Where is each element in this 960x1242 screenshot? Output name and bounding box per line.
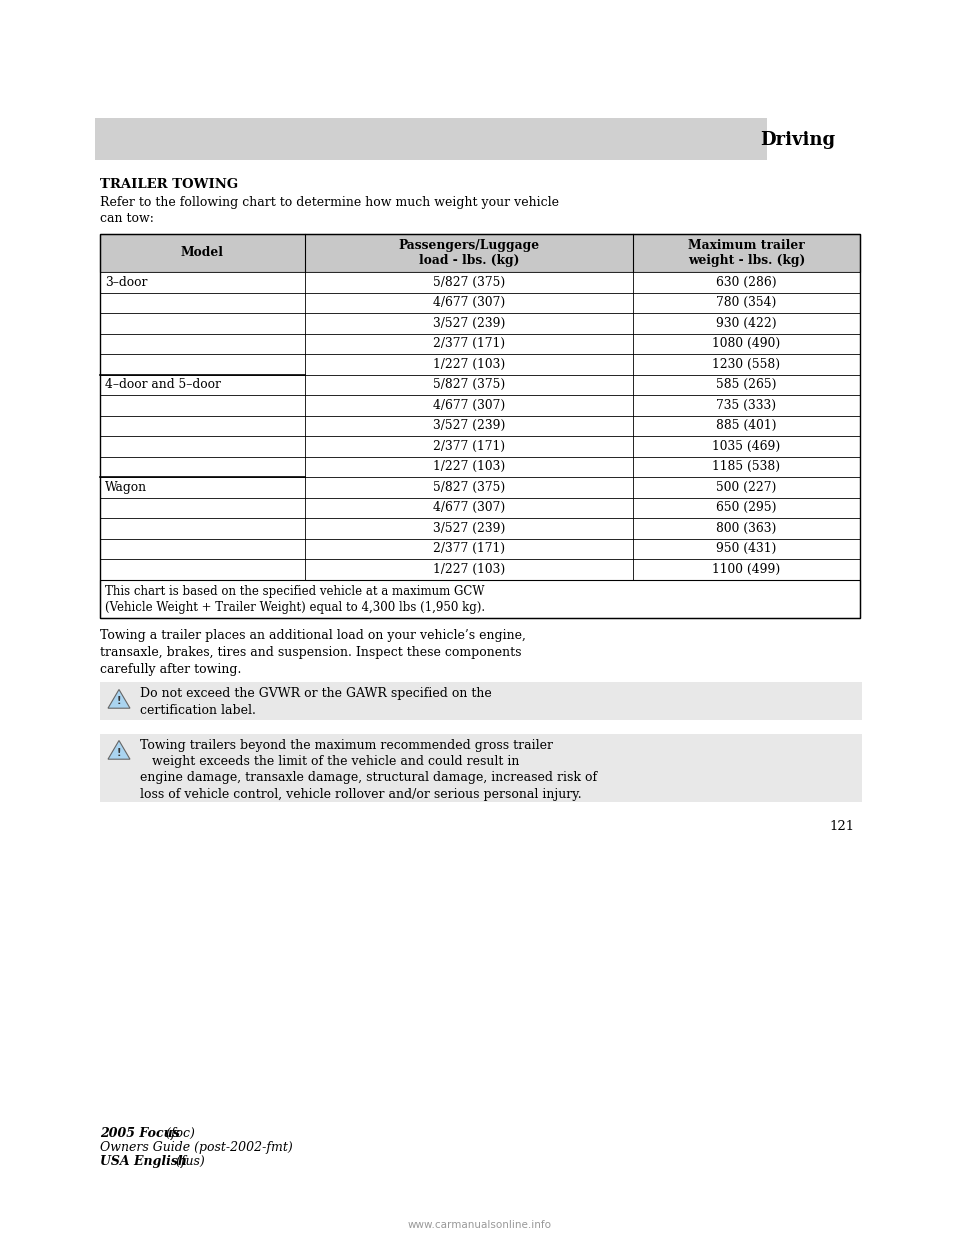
Bar	[100, 375, 860, 395]
Text: Towing a trailer places an additional load on your vehicle’s engine,
transaxle, : Towing a trailer places an additional lo…	[100, 630, 526, 676]
Text: 735 (333): 735 (333)	[716, 399, 777, 412]
Text: 2/377 (171): 2/377 (171)	[433, 440, 505, 453]
Bar	[100, 293, 860, 313]
Bar	[100, 580, 860, 617]
Text: 1/227 (103): 1/227 (103)	[433, 563, 505, 576]
Bar	[100, 436, 860, 457]
Text: Driving: Driving	[760, 130, 835, 149]
Bar	[100, 233, 860, 272]
Bar	[100, 539, 860, 559]
Bar	[100, 334, 860, 354]
Text: Maximum trailer
weight - lbs. (kg): Maximum trailer weight - lbs. (kg)	[688, 238, 805, 267]
Polygon shape	[108, 740, 130, 759]
Text: 800 (363): 800 (363)	[716, 522, 777, 535]
Text: 2005 Focus: 2005 Focus	[100, 1126, 180, 1140]
Text: 3–door: 3–door	[105, 276, 148, 288]
Bar	[100, 272, 860, 293]
Text: Model: Model	[181, 246, 224, 260]
Text: 4/677 (307): 4/677 (307)	[433, 502, 505, 514]
Bar	[100, 416, 860, 436]
Text: 5/827 (375): 5/827 (375)	[433, 276, 505, 288]
Text: 2/377 (171): 2/377 (171)	[433, 543, 505, 555]
Text: 4/677 (307): 4/677 (307)	[433, 399, 505, 412]
Bar	[95, 118, 767, 160]
Text: 950 (431): 950 (431)	[716, 543, 777, 555]
Text: Towing trailers beyond the maximum recommended gross trailer
   weight exceeds t: Towing trailers beyond the maximum recom…	[140, 739, 597, 801]
Text: Do not exceed the GVWR or the GAWR specified on the
certification label.: Do not exceed the GVWR or the GAWR speci…	[140, 688, 492, 717]
Bar	[100, 682, 862, 719]
Text: !: !	[117, 748, 121, 758]
Text: 585 (265): 585 (265)	[716, 379, 777, 391]
Text: 1/227 (103): 1/227 (103)	[433, 358, 505, 371]
Bar	[100, 498, 860, 518]
Bar	[100, 734, 862, 801]
Text: 930 (422): 930 (422)	[716, 317, 777, 329]
Text: 1100 (499): 1100 (499)	[712, 563, 780, 576]
Text: Refer to the following chart to determine how much weight your vehicle
can tow:: Refer to the following chart to determin…	[100, 196, 559, 226]
Text: USA English: USA English	[100, 1155, 187, 1167]
Text: TRAILER TOWING: TRAILER TOWING	[100, 178, 238, 191]
Text: 5/827 (375): 5/827 (375)	[433, 379, 505, 391]
Bar	[100, 477, 860, 498]
Polygon shape	[108, 689, 130, 708]
Bar	[100, 313, 860, 334]
Text: 4–door and 5–door: 4–door and 5–door	[105, 379, 221, 391]
Text: Owners Guide (post-2002-fmt): Owners Guide (post-2002-fmt)	[100, 1141, 293, 1154]
Text: 630 (286): 630 (286)	[716, 276, 777, 288]
Text: 780 (354): 780 (354)	[716, 297, 777, 309]
Text: 5/827 (375): 5/827 (375)	[433, 481, 505, 494]
Bar	[100, 518, 860, 539]
Text: 500 (227): 500 (227)	[716, 481, 777, 494]
Text: 3/527 (239): 3/527 (239)	[433, 522, 505, 535]
Text: www.carmanualsonline.info: www.carmanualsonline.info	[408, 1220, 552, 1230]
Text: 1035 (469): 1035 (469)	[712, 440, 780, 453]
Text: 885 (401): 885 (401)	[716, 420, 777, 432]
Text: 3/527 (239): 3/527 (239)	[433, 420, 505, 432]
Text: Wagon: Wagon	[105, 481, 147, 494]
Text: 1230 (558): 1230 (558)	[712, 358, 780, 371]
Text: Passengers/Luggage
load - lbs. (kg): Passengers/Luggage load - lbs. (kg)	[398, 238, 540, 267]
Text: 121: 121	[829, 820, 855, 832]
Bar	[100, 395, 860, 416]
Text: 1080 (490): 1080 (490)	[712, 338, 780, 350]
Text: (fus): (fus)	[172, 1155, 204, 1167]
Bar	[100, 559, 860, 580]
Bar	[100, 233, 860, 617]
Text: This chart is based on the specified vehicle at a maximum GCW
(Vehicle Weight + : This chart is based on the specified veh…	[105, 585, 485, 614]
Text: 1/227 (103): 1/227 (103)	[433, 461, 505, 473]
Bar	[100, 457, 860, 477]
Text: 2/377 (171): 2/377 (171)	[433, 338, 505, 350]
Text: 650 (295): 650 (295)	[716, 502, 777, 514]
Bar	[100, 354, 860, 375]
Text: !: !	[117, 697, 121, 707]
Text: 1185 (538): 1185 (538)	[712, 461, 780, 473]
Text: 4/677 (307): 4/677 (307)	[433, 297, 505, 309]
Text: 3/527 (239): 3/527 (239)	[433, 317, 505, 329]
Text: (foc): (foc)	[162, 1126, 195, 1140]
